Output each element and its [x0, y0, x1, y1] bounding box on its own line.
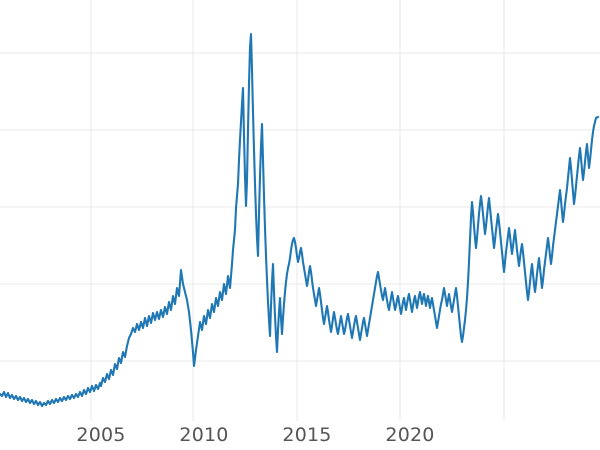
x-tick-label-2010: 2010: [179, 424, 229, 446]
x-tick-label-2005: 2005: [76, 424, 126, 446]
x-tick-label-2015: 2015: [282, 424, 332, 446]
x-tick-label-2020: 2020: [385, 424, 435, 446]
line-chart-svg: [0, 0, 600, 421]
x-axis: 2005 2010 2015 2020: [0, 421, 600, 450]
plot-area: [0, 0, 600, 421]
vertical-gridlines: [90, 0, 505, 421]
horizontal-gridlines: [0, 52, 600, 362]
data-series-line: [0, 32, 600, 408]
